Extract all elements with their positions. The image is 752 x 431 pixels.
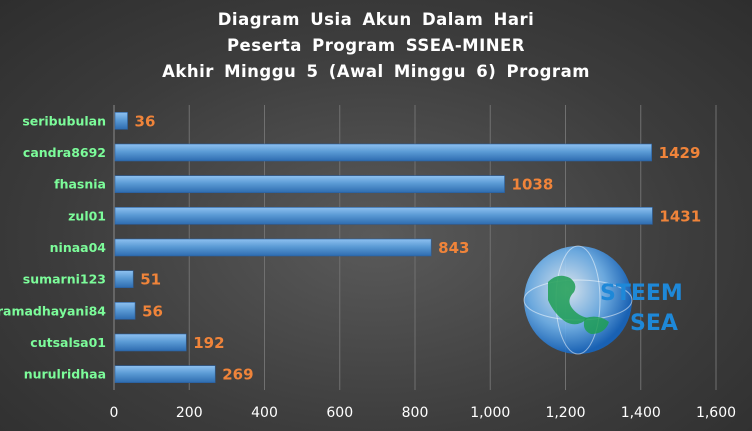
x-tick-label: 1,400: [621, 405, 661, 421]
x-tick-label: 800: [402, 405, 429, 421]
x-tick-label: 200: [176, 405, 203, 421]
category-label: candra8692: [23, 145, 106, 160]
category-label: ninaa04: [50, 240, 107, 255]
x-tick-label: 1,000: [470, 405, 510, 421]
category-label: nurulridhaa: [24, 367, 106, 382]
chart-title-line-1: Diagram Usia Akun Dalam Hari: [217, 10, 535, 29]
x-tick-label: 1,600: [696, 405, 736, 421]
logo-text-line2: SEA: [630, 311, 678, 336]
value-label: 192: [193, 334, 224, 352]
bar-cutsalsa01: [114, 333, 187, 352]
bar-zul01: [114, 207, 653, 225]
value-label: 51: [140, 271, 161, 289]
steem-sea-logo: STEEM SEA: [523, 245, 683, 355]
x-tick-label: 1,200: [545, 405, 585, 421]
value-label: 56: [142, 302, 163, 320]
chart-title-line-2: Peserta Program SSEA-MINER: [226, 36, 526, 55]
x-tick-label: 0: [110, 405, 119, 421]
category-label: seribubulan: [22, 113, 106, 128]
x-tick-label: 600: [326, 405, 353, 421]
bar-fhasnia: [114, 175, 505, 193]
value-label: 843: [438, 239, 469, 257]
category-label: cutsalsa01: [30, 335, 106, 350]
category-label: zul01: [68, 208, 106, 223]
bar-sumarni123: [114, 270, 134, 288]
bar-seribubulan: [114, 112, 128, 130]
value-label: 1429: [659, 144, 701, 162]
value-label: 269: [222, 366, 253, 384]
category-label: ramadhayani84: [0, 303, 106, 318]
value-label: 36: [135, 112, 156, 130]
bar-ramadhayani84: [114, 302, 136, 320]
bar-candra8692: [114, 143, 652, 162]
logo-text-line1: STEEM: [600, 281, 683, 306]
x-tick-label: 400: [251, 405, 278, 421]
category-label: fhasnia: [54, 177, 106, 192]
chart-title-line-3: Akhir Minggu 5 (Awal Minggu 6) Program: [162, 62, 590, 81]
category-label: sumarni123: [23, 272, 106, 287]
bar-nurulridhaa: [114, 365, 216, 383]
value-label: 1038: [512, 176, 554, 194]
globe-icon: [523, 245, 633, 355]
bar-ninaa04: [114, 238, 432, 257]
value-label: 1431: [659, 207, 701, 225]
